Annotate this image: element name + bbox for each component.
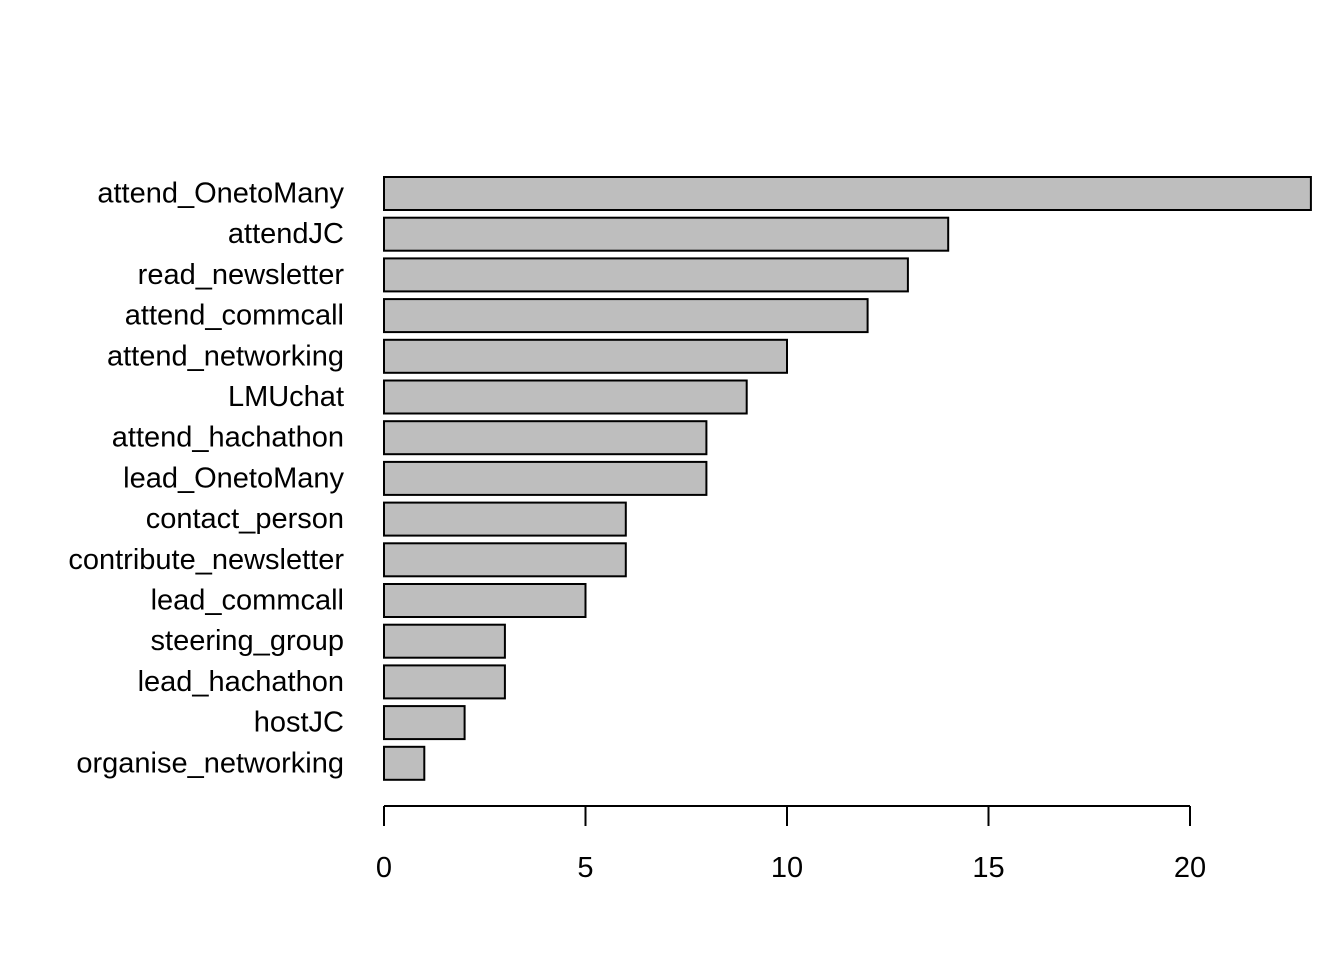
x-tick-label: 20	[1174, 852, 1206, 884]
x-axis: 0 5 10 15 20	[376, 805, 1206, 884]
category-label: hostJC	[254, 707, 344, 739]
bar-lead_OnetoMany	[383, 460, 708, 496]
category-label: read_newsletter	[138, 259, 345, 291]
category-label: contact_person	[146, 503, 344, 535]
category-label: lead_OnetoMany	[123, 462, 344, 494]
x-tick-label: 10	[771, 852, 803, 884]
category-label: attend_OnetoMany	[97, 178, 344, 210]
bar-attendJC	[383, 216, 950, 252]
bar-organise_networking	[383, 745, 426, 781]
bar-contribute_newsletter	[383, 542, 627, 578]
category-label: lead_hachathon	[138, 666, 344, 698]
bar-contact_person	[383, 501, 627, 537]
bar-attend_networking	[383, 338, 788, 374]
bar-attend_hachathon	[383, 420, 708, 456]
x-tick-label: 15	[972, 852, 1004, 884]
bars-group	[383, 176, 1312, 781]
category-labels-group: attend_OnetoMany attendJC read_newslettera…	[68, 178, 344, 780]
category-label: steering_group	[151, 625, 344, 657]
category-label: attend_networking	[107, 340, 344, 372]
bar-lead_hachathon	[383, 664, 506, 700]
x-tick-label: 0	[376, 852, 392, 884]
category-label: attend_hachathon	[112, 422, 344, 454]
category-label: attendJC	[228, 218, 344, 250]
bar-lead_commcall	[383, 583, 587, 618]
bar-hostJC	[383, 705, 466, 741]
bar-read_newsletter	[383, 257, 909, 293]
bar-attend_commcall	[383, 298, 869, 334]
category-label: LMUchat	[228, 381, 344, 413]
bar-LMUchat	[383, 379, 748, 415]
category-label: contribute_newsletter	[68, 544, 344, 576]
category-label: lead_commcall	[151, 585, 344, 617]
category-label: attend_commcall	[125, 300, 344, 332]
x-tick-label: 5	[577, 852, 593, 884]
bar-steering_group	[383, 623, 506, 659]
bar-attend_OnetoMany	[383, 176, 1312, 211]
category-label: organise_networking	[76, 747, 344, 779]
